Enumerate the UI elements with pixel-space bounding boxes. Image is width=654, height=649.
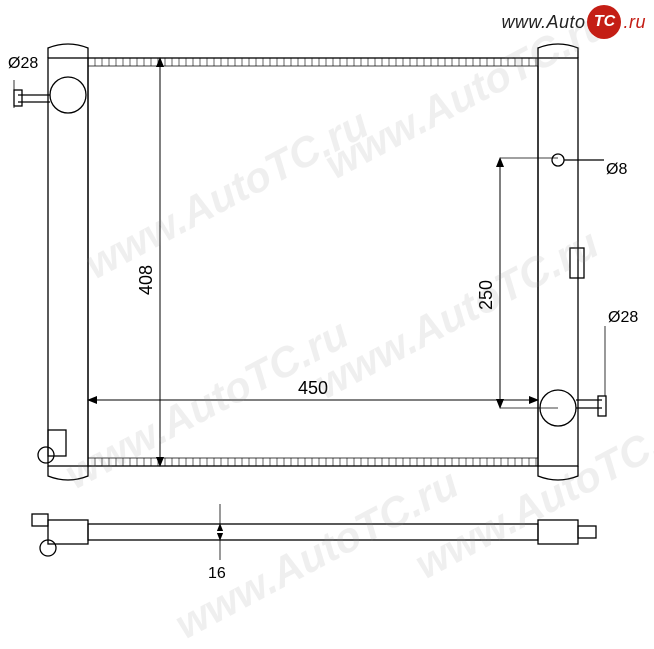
right-tank: [538, 58, 578, 466]
technical-drawing-svg: 408 250 450 Ø28 Ø8 Ø28 16: [0, 0, 654, 600]
side-view: [32, 514, 596, 556]
brand-badge-icon: TC: [587, 5, 621, 39]
dim-depth: 16: [208, 565, 226, 582]
dim-pipe-bottom: Ø28: [608, 309, 638, 326]
dim-bolt: Ø8: [606, 161, 627, 178]
left-tank: [48, 58, 88, 466]
dim-height: 408: [136, 265, 156, 295]
drawing-container: www.AutoTC.ru www.AutoTC.ru www.AutoTC.r…: [0, 0, 654, 600]
dim-width: 450: [298, 378, 328, 398]
radiator-core: [88, 58, 538, 466]
top-left-pipe: [14, 77, 86, 113]
core-fins: [88, 58, 538, 466]
dim-inlet-offset: 250: [476, 280, 496, 310]
brand-logo: www.Auto TC .ru: [501, 5, 646, 39]
dim-pipe-top: Ø28: [8, 55, 38, 72]
brand-url: www.Auto: [501, 12, 585, 33]
